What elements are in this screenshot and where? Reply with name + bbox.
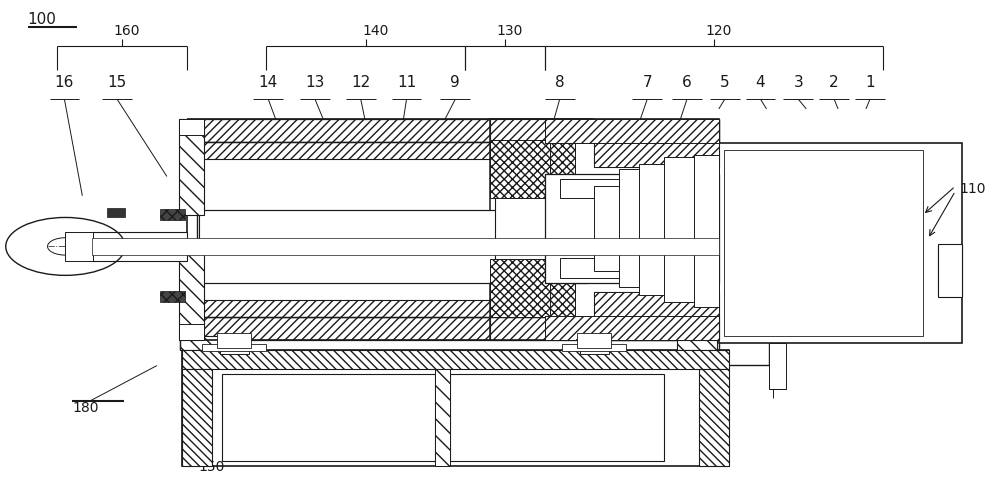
Bar	[182, 350, 729, 369]
Text: 15: 15	[108, 75, 127, 90]
Bar	[719, 142, 962, 343]
Bar	[664, 157, 699, 302]
Bar	[490, 119, 719, 341]
Bar	[217, 333, 251, 348]
Text: 140: 140	[363, 23, 389, 38]
Text: 12: 12	[351, 75, 370, 90]
Bar	[92, 232, 187, 261]
Bar	[435, 369, 450, 466]
Text: 150: 150	[199, 460, 225, 474]
Text: 3: 3	[793, 75, 803, 90]
Bar	[490, 260, 550, 317]
Bar	[495, 262, 575, 317]
Bar	[450, 374, 664, 461]
Bar	[222, 374, 435, 461]
Bar	[724, 150, 923, 336]
Bar	[545, 316, 719, 341]
Bar	[92, 238, 719, 255]
Bar	[577, 333, 611, 348]
Bar	[769, 343, 786, 389]
Bar	[545, 119, 719, 142]
Bar	[639, 164, 669, 295]
Bar	[197, 301, 590, 317]
Bar	[179, 119, 204, 136]
Bar	[562, 344, 626, 351]
Bar	[594, 119, 719, 167]
Text: 7: 7	[642, 75, 652, 90]
Bar	[677, 338, 717, 350]
Bar	[490, 317, 719, 341]
Text: 9: 9	[450, 75, 460, 90]
Bar	[182, 369, 212, 466]
Bar	[187, 317, 594, 341]
Bar	[594, 119, 719, 167]
Bar	[107, 245, 125, 254]
Bar	[495, 142, 575, 198]
Text: 130: 130	[497, 23, 523, 38]
Text: 1: 1	[865, 75, 875, 90]
Bar	[938, 246, 962, 295]
Text: 110: 110	[959, 182, 986, 196]
Text: 180: 180	[72, 401, 99, 415]
Bar	[694, 155, 719, 307]
Bar	[938, 244, 962, 297]
Bar	[699, 369, 729, 466]
Bar	[160, 291, 185, 302]
Bar	[495, 197, 575, 262]
Bar	[180, 336, 220, 350]
Bar	[202, 344, 266, 351]
Bar	[199, 210, 587, 283]
Bar	[179, 324, 204, 341]
Bar	[197, 142, 590, 159]
Text: 13: 13	[305, 75, 325, 90]
Bar	[179, 244, 204, 341]
Bar	[619, 169, 649, 287]
Text: 16: 16	[55, 75, 74, 90]
Bar	[160, 239, 185, 250]
Bar	[594, 186, 629, 270]
Text: 11: 11	[397, 75, 416, 90]
Text: 2: 2	[829, 75, 839, 90]
Bar	[594, 292, 719, 341]
Text: 5: 5	[720, 75, 730, 90]
Bar	[594, 292, 719, 341]
Text: 4: 4	[756, 75, 765, 90]
Text: 6: 6	[682, 75, 692, 90]
Bar	[220, 344, 249, 354]
Bar	[560, 179, 619, 198]
Text: 100: 100	[28, 12, 57, 27]
Bar	[560, 259, 619, 278]
Bar	[160, 209, 185, 220]
Text: 8: 8	[555, 75, 564, 90]
Text: 120: 120	[706, 23, 732, 38]
Text: 14: 14	[259, 75, 278, 90]
Bar	[182, 350, 729, 466]
Bar	[187, 119, 594, 142]
Bar	[65, 232, 93, 261]
Bar	[179, 119, 204, 215]
Text: 160: 160	[114, 23, 140, 38]
Bar	[490, 119, 719, 142]
Bar	[580, 344, 609, 354]
Bar	[490, 140, 550, 198]
Bar	[107, 208, 125, 218]
Bar	[545, 174, 719, 283]
